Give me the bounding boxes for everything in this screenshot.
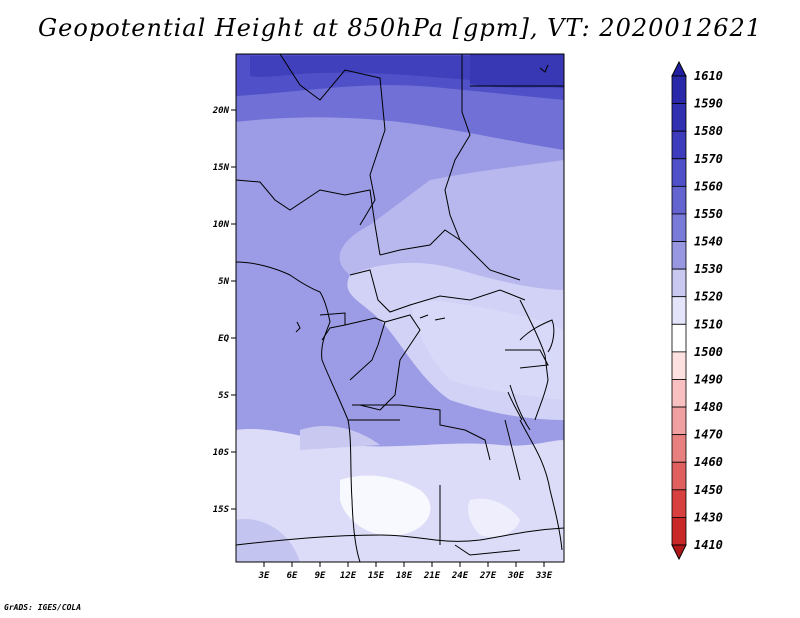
colorbar-label: 1430 xyxy=(694,510,723,524)
colorbar-max-arrow xyxy=(671,60,687,77)
lat-tick-label: EQ xyxy=(218,334,229,344)
colorbar-label: 1570 xyxy=(694,152,723,166)
lon-tick-label: 27E xyxy=(479,571,497,581)
colorbar-label: 1520 xyxy=(694,290,723,304)
lon-tick-label: 12E xyxy=(340,571,357,581)
lon-axis: 3E 6E 9E 12E 15E 18E 21E 24E 27E 30E 33E xyxy=(258,562,553,581)
map-title: Geopotential Height at 850hPa [gpm], VT:… xyxy=(38,14,762,42)
colorbar-swatch xyxy=(671,296,687,325)
colorbar-swatch xyxy=(671,434,687,463)
lon-tick-label: 24E xyxy=(451,571,469,581)
colorbar-swatch xyxy=(671,185,687,215)
lat-axis: 20N 15N 10N 5N EQ 5S 10S 15S xyxy=(212,106,236,515)
colorbar-swatch xyxy=(671,158,687,187)
colorbar-label: 1490 xyxy=(694,372,723,386)
lon-tick-label: 15E xyxy=(368,571,385,581)
coastline-borders xyxy=(236,54,564,562)
lon-tick-label: 6E xyxy=(287,571,298,581)
colorbar-label: 1480 xyxy=(694,400,723,414)
colorbar-label: 1610 xyxy=(694,69,723,83)
colorbar-swatch xyxy=(671,213,687,242)
plot-frame xyxy=(235,53,565,563)
colorbar-swatch xyxy=(671,268,687,298)
colorbar-label: 1410 xyxy=(694,538,723,552)
colorbar-swatch xyxy=(671,379,687,408)
colorbar-label: 1560 xyxy=(694,179,723,193)
grads-credit: GrADS: IGES/COLA xyxy=(4,603,82,612)
colorbar-swatch xyxy=(671,406,687,436)
lat-tick-label: 5N xyxy=(218,277,229,287)
lon-tick-label: 9E xyxy=(315,571,326,581)
lat-tick-label: 15N xyxy=(213,163,230,173)
colorbar-label: 1510 xyxy=(694,317,723,331)
colorbar-label: 1540 xyxy=(694,235,723,249)
colorbar: 1610 1590 1580 1570 1560 1550 1540 1530 1520 1510… xyxy=(671,60,723,561)
colorbar-label: 1590 xyxy=(694,97,723,111)
lat-tick-label: 20N xyxy=(212,106,230,116)
colorbar-label: 1450 xyxy=(694,483,723,497)
colorbar-swatch xyxy=(671,241,687,270)
colorbar-swatch xyxy=(671,489,687,518)
lon-tick-label: 30E xyxy=(507,571,525,581)
colorbar-min-arrow xyxy=(671,544,687,561)
colorbar-label: 1550 xyxy=(694,207,723,221)
colorbar-swatch xyxy=(671,461,687,491)
colorbar-swatch xyxy=(671,323,687,353)
lon-tick-label: 21E xyxy=(423,571,441,581)
colorbar-label: 1470 xyxy=(694,428,723,442)
lon-tick-label: 18E xyxy=(396,571,413,581)
colorbar-swatch xyxy=(671,517,687,546)
colorbar-label: 1460 xyxy=(694,455,723,469)
lat-tick-label: 10S xyxy=(213,448,230,458)
colorbar-label: 1580 xyxy=(694,124,723,138)
colorbar-swatch xyxy=(671,351,687,380)
lat-tick-label: 5S xyxy=(218,391,229,401)
colorbar-label: 1500 xyxy=(694,345,723,359)
colorbar-swatch xyxy=(671,130,687,160)
colorbar-swatch xyxy=(671,75,687,104)
lon-tick-label: 3E xyxy=(258,571,270,581)
colorbar-swatch xyxy=(671,103,687,132)
lat-tick-label: 15S xyxy=(213,505,230,515)
lat-tick-label: 10N xyxy=(213,220,230,230)
lon-tick-label: 33E xyxy=(535,571,553,581)
colorbar-label: 1530 xyxy=(694,262,723,276)
